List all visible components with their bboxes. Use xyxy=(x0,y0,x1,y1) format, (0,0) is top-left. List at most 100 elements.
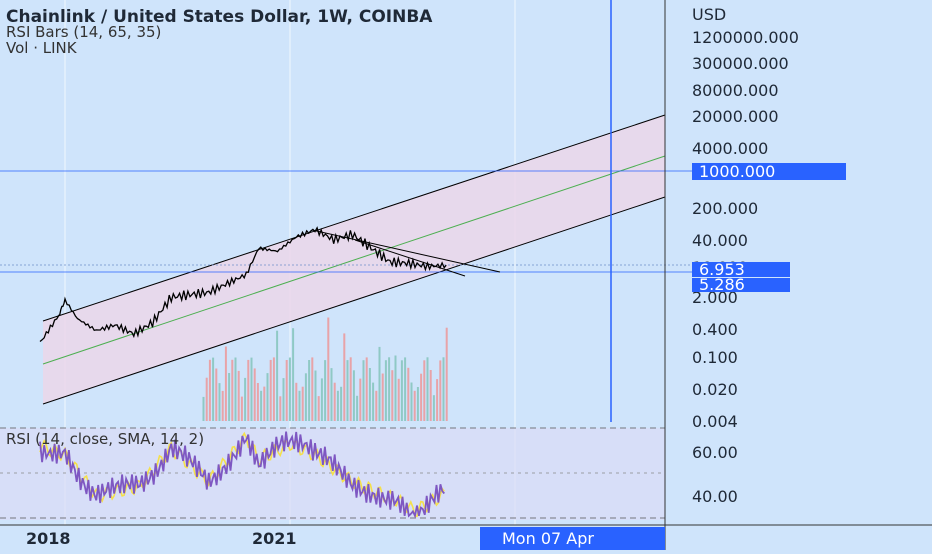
price-tick-80000.000: 80000.000 xyxy=(692,81,779,100)
volume-bar xyxy=(327,317,330,421)
volume-bar xyxy=(439,360,442,421)
volume-bar xyxy=(378,346,381,421)
price-series-line xyxy=(39,226,447,343)
price-tick-0.400: 0.400 xyxy=(692,320,738,339)
descending-trendline-2 xyxy=(354,239,466,277)
price-tick-0.020: 0.020 xyxy=(692,380,738,399)
volume-bar xyxy=(292,328,295,421)
volume-bar xyxy=(234,357,237,421)
rsi-label: RSI (14, close, SMA, 14, 2) xyxy=(6,430,204,448)
volume-bar xyxy=(247,359,250,421)
channel-upper-line xyxy=(42,114,666,322)
volume-bar xyxy=(212,357,215,421)
volume-bar xyxy=(311,357,314,421)
price-tick-4000.000: 4000.000 xyxy=(692,139,768,158)
volume-bar xyxy=(250,357,253,421)
volume-bar xyxy=(288,357,291,421)
rsi-tick-60: 60.00 xyxy=(692,443,738,462)
volume-bar xyxy=(394,355,397,421)
rsi-line xyxy=(39,431,445,519)
volume-bar xyxy=(317,396,320,421)
time-cursor-box xyxy=(480,527,665,550)
price-axis-currency: USD xyxy=(692,5,726,24)
volume-bar xyxy=(320,378,323,421)
volume-bar xyxy=(202,396,205,421)
channel-lower-line xyxy=(42,196,666,405)
channel-midline xyxy=(42,155,666,365)
volume-bar xyxy=(429,370,432,421)
volume-bar xyxy=(340,386,343,421)
descending-trendline-1 xyxy=(311,229,501,273)
last-price-label: 6.953 xyxy=(699,260,745,279)
volume-bar xyxy=(285,360,288,421)
volume-bar xyxy=(260,390,263,421)
price-tick-2.000: 2.000 xyxy=(692,288,738,307)
volume-bar xyxy=(359,378,362,421)
second-price-box xyxy=(692,278,790,292)
volume-bar xyxy=(324,360,327,421)
volume-bar xyxy=(330,368,333,421)
volume-bar xyxy=(445,327,448,421)
volume-bar xyxy=(400,360,403,421)
volume-bar xyxy=(314,370,317,421)
volume-bar xyxy=(384,360,387,421)
price-tick-300000.000: 300000.000 xyxy=(692,54,789,73)
chart-title: Chainlink / United States Dollar, 1W, CO… xyxy=(6,7,433,27)
volume-bar xyxy=(228,373,231,421)
volume-bar xyxy=(423,360,426,421)
price-tick-200.000: 200.000 xyxy=(692,199,758,218)
volume-bar xyxy=(272,357,275,421)
volume-bar xyxy=(356,395,359,421)
volume-bar xyxy=(416,387,419,421)
volume-bar xyxy=(349,357,352,421)
volume-bar xyxy=(407,367,410,421)
volume-bar xyxy=(336,390,339,421)
volume-bar xyxy=(442,357,445,421)
volume-bar xyxy=(221,390,224,421)
volume-bar xyxy=(215,368,218,421)
last-price-box xyxy=(692,262,790,277)
time-tick-2021: 2021 xyxy=(252,529,297,548)
volume-bar xyxy=(426,357,429,421)
volume-bar xyxy=(263,386,266,421)
level-price-label: 1000.000 xyxy=(699,162,775,181)
volume-bar xyxy=(276,330,279,421)
level-price-box xyxy=(692,163,846,180)
volume-bar xyxy=(410,382,413,421)
volume-bar xyxy=(432,395,435,421)
volume-bar xyxy=(413,390,416,421)
price-tick-1200000.000: 1200000.000 xyxy=(692,28,799,47)
volume-bar xyxy=(365,357,368,421)
volume-bar xyxy=(282,378,285,421)
volume-bar xyxy=(301,386,304,421)
volume-bar xyxy=(279,396,282,421)
volume-bar xyxy=(208,359,211,421)
volume-bar xyxy=(420,373,423,421)
price-tick-0.004: 0.004 xyxy=(692,412,738,431)
volume-bar xyxy=(224,346,227,421)
volume-bar xyxy=(231,359,234,421)
volume-bar xyxy=(381,373,384,421)
volume-bar xyxy=(298,390,301,421)
volume-bar xyxy=(391,370,394,421)
volume-bar xyxy=(368,368,371,421)
volume-bar xyxy=(266,373,269,421)
price-tick-40.000: 40.000 xyxy=(692,231,748,250)
volume-bar xyxy=(244,377,247,421)
volume-bar xyxy=(237,370,240,421)
volume-bar xyxy=(253,368,256,421)
volume-bar xyxy=(436,379,439,421)
volume-bar xyxy=(372,382,375,421)
volume-bar xyxy=(256,383,259,421)
volume-bar xyxy=(308,360,311,421)
volume-bar xyxy=(346,360,349,421)
volume-bar xyxy=(205,377,208,421)
volume-bar xyxy=(304,373,307,421)
volume-bar xyxy=(362,360,365,421)
volume-bar xyxy=(352,370,355,421)
volume-label: Vol · LINK xyxy=(6,39,78,57)
volume-bar xyxy=(269,359,272,421)
indicator-label: RSI Bars (14, 65, 35) xyxy=(6,23,161,41)
